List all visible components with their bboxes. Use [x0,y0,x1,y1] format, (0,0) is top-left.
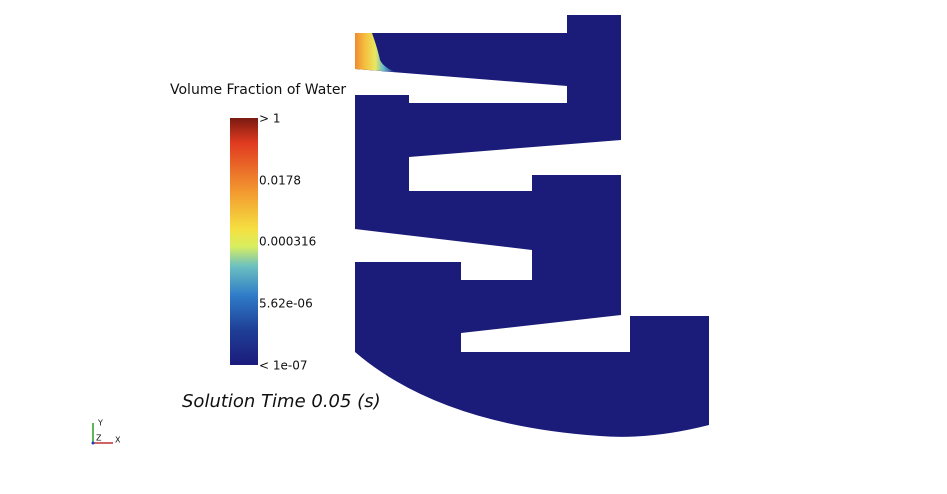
legend-label: 0.000316 [259,235,316,249]
triad-label: Z [96,434,102,443]
legend-label: < 1e-07 [259,359,308,373]
triad-z-axis [91,441,95,445]
solution-time: Solution Time 0.05 (s) [182,391,381,412]
triad-label: Y [97,419,103,428]
legend-title: Volume Fraction of Water [170,82,346,98]
legend-label: 5.62e-06 [259,297,313,311]
water-region [355,33,396,72]
fluid-domain [355,15,709,437]
triad-label: X [115,436,121,445]
color-bar [230,118,258,365]
legend-label: 0.0178 [259,174,301,188]
legend-label: > 1 [259,112,281,126]
axis-triad: Y Z X [91,419,121,445]
